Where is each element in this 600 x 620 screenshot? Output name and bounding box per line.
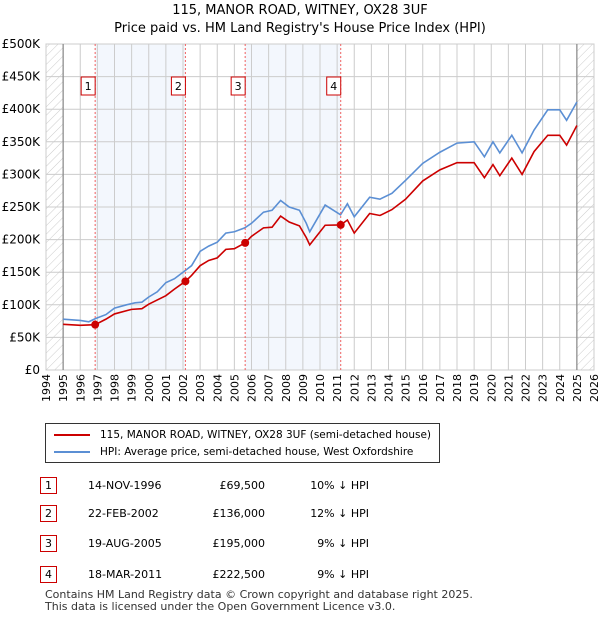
y-tick-label: £450K xyxy=(2,70,42,84)
x-tick-label: 2023 xyxy=(537,374,550,402)
subtitle: Price paid vs. HM Land Registry's House … xyxy=(114,21,486,36)
price-paid-line xyxy=(63,125,578,327)
y-tick-label: £300K xyxy=(2,167,42,181)
sale-number: 2 xyxy=(40,505,57,522)
y-tick-label: £500K xyxy=(2,37,42,51)
x-tick-label: 2018 xyxy=(451,374,464,402)
price-chart: 1 2 3 4 1994 1995 1996 1997 1998 1999 2000 2001 2002… xyxy=(2,37,600,402)
red-line-swatch xyxy=(54,434,90,436)
x-tick-label: 2002 xyxy=(177,374,190,402)
x-tick-label: 2021 xyxy=(502,374,515,402)
x-tick-label: 1997 xyxy=(91,374,104,402)
sale-price: £69,500 xyxy=(219,479,266,492)
x-tick-label: 2005 xyxy=(228,374,241,402)
x-tick-label: 2009 xyxy=(297,374,310,402)
x-tick-label: 2016 xyxy=(417,374,430,402)
x-tick-label: 2026 xyxy=(588,374,600,402)
sale-label-box xyxy=(170,76,186,96)
x-tick-label: 2022 xyxy=(520,374,533,402)
title: 115, MANOR ROAD, WITNEY, OX28 3UF xyxy=(172,3,428,18)
x-tick-label: 2000 xyxy=(143,374,156,402)
x-tick-label: 2024 xyxy=(554,374,567,402)
sale-point xyxy=(336,220,345,229)
x-tick-label: 1998 xyxy=(109,374,122,402)
legend-label: HPI: Average price, semi-detached house,… xyxy=(100,446,414,458)
x-tick-label: 2008 xyxy=(280,374,293,402)
hpi-diff: 9% ↓ HPI xyxy=(317,537,369,550)
x-tick-label: 1996 xyxy=(74,374,87,402)
x-tick-label: 2010 xyxy=(314,374,327,402)
y-tick-label: £250K xyxy=(2,200,42,214)
legend-item-hpi: HPI: Average price, semi-detached house,… xyxy=(54,446,413,458)
blue-line-swatch xyxy=(54,451,90,453)
x-tick-label: 2014 xyxy=(383,374,396,402)
y-tick-label: £400K xyxy=(2,102,42,116)
sale-label-box xyxy=(230,76,246,96)
sale-number: 3 xyxy=(40,535,57,552)
x-tick-label: 2011 xyxy=(331,374,344,402)
sale-label: 3 xyxy=(235,80,242,93)
x-tick-label: 2012 xyxy=(348,374,361,402)
x-tick-label: 1995 xyxy=(57,374,70,402)
x-tick-label: 2013 xyxy=(365,374,378,402)
sale-date: 18-MAR-2011 xyxy=(88,568,163,581)
chart-title: 115, MANOR ROAD, WITNEY, OX28 3UF Price … xyxy=(0,2,600,38)
sale-point xyxy=(241,238,250,247)
sale-label-box xyxy=(80,76,96,96)
sale-price: £136,000 xyxy=(212,507,266,520)
sale-label-box xyxy=(326,76,342,96)
sale-price: £222,500 xyxy=(212,568,266,581)
table-row: 4 18-MAR-2011 £222,500 9% ↓ HPI xyxy=(0,566,600,584)
table-row: 3 19-AUG-2005 £195,000 9% ↓ HPI xyxy=(0,535,600,553)
legend-label: 115, MANOR ROAD, WITNEY, OX28 3UF (semi-… xyxy=(100,429,432,441)
sale-point xyxy=(181,277,190,286)
sale-price: £195,000 xyxy=(212,537,266,550)
x-tick-label: 2019 xyxy=(468,374,481,402)
sale-point xyxy=(91,320,100,329)
sale-date: 14-NOV-1996 xyxy=(88,479,162,492)
x-tick-label: 1999 xyxy=(126,374,139,402)
table-row: 2 22-FEB-2002 £136,000 12% ↓ HPI xyxy=(0,505,600,523)
x-tick-label: 2015 xyxy=(400,374,413,402)
y-tick-label: £0 xyxy=(25,363,40,377)
y-tick-label: £150K xyxy=(2,265,42,279)
y-tick-label: £200K xyxy=(2,233,42,247)
legend-item-property: 115, MANOR ROAD, WITNEY, OX28 3UF (semi-… xyxy=(54,429,431,441)
sale-label: 2 xyxy=(175,80,182,93)
sale-label: 1 xyxy=(85,80,92,93)
sale-date: 22-FEB-2002 xyxy=(88,507,159,520)
x-tick-label: 2020 xyxy=(485,374,498,402)
x-tick-label: 2004 xyxy=(211,374,224,402)
x-tick-label: 2025 xyxy=(571,374,584,402)
x-tick-label: 2003 xyxy=(194,374,207,402)
licence-text: This data is licensed under the Open Gov… xyxy=(45,600,396,613)
x-tick-label: 2006 xyxy=(246,374,259,402)
sale-date: 19-AUG-2005 xyxy=(88,537,162,550)
hpi-line xyxy=(63,101,578,323)
copyright-text: Contains HM Land Registry data © Crown c… xyxy=(45,588,473,601)
x-tick-label: 1994 xyxy=(40,374,53,402)
hpi-diff: 12% ↓ HPI xyxy=(310,507,369,520)
y-tick-label: £100K xyxy=(2,298,42,312)
hpi-diff: 10% ↓ HPI xyxy=(310,479,369,492)
x-tick-label: 2017 xyxy=(434,374,447,402)
legend: 115, MANOR ROAD, WITNEY, OX28 3UF (semi-… xyxy=(45,423,440,463)
sale-number: 4 xyxy=(40,566,57,583)
x-tick-label: 2001 xyxy=(160,374,173,402)
x-tick-label: 2007 xyxy=(263,374,276,402)
hpi-diff: 9% ↓ HPI xyxy=(317,568,369,581)
table-row: 1 14-NOV-1996 £69,500 10% ↓ HPI xyxy=(0,477,600,495)
sale-label: 4 xyxy=(330,80,337,93)
y-tick-label: £350K xyxy=(2,135,42,149)
footer: Contains HM Land Registry data © Crown c… xyxy=(45,589,473,613)
sale-number: 1 xyxy=(40,477,57,494)
y-tick-label: £50K xyxy=(9,330,41,344)
